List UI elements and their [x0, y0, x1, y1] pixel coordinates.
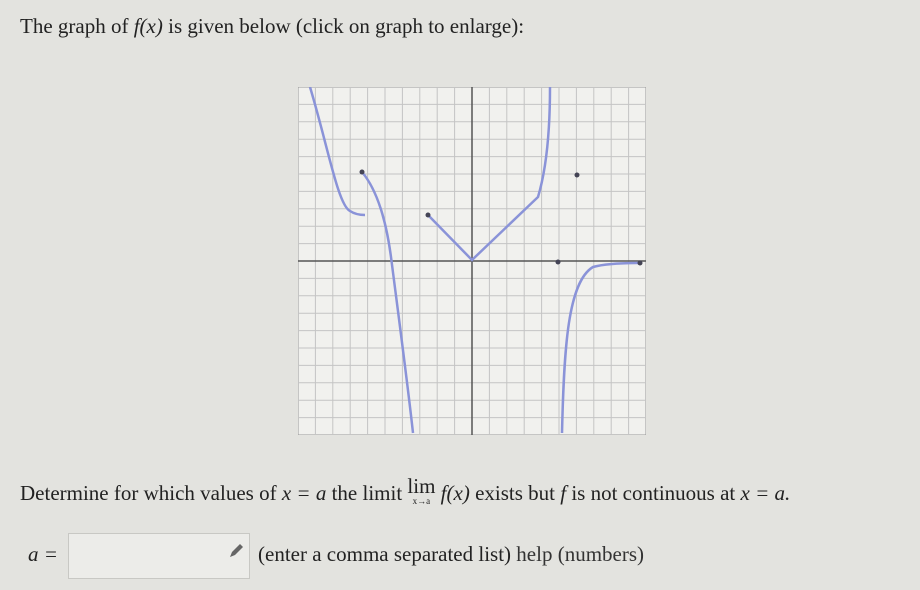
math: x = a [281, 481, 327, 505]
text: The graph of [20, 14, 129, 38]
math: x = a. [740, 481, 791, 505]
answer-help: (enter a comma separated list) help (num… [258, 542, 644, 567]
curve [361, 171, 415, 434]
question: Determine for which values of x = a the … [20, 476, 790, 506]
point [637, 260, 643, 266]
answer-input[interactable] [68, 533, 250, 579]
help-link[interactable]: help (numbers) [516, 542, 645, 566]
answer-label: a = [28, 542, 58, 567]
text: exists but [475, 481, 555, 505]
lim: lim [407, 474, 436, 498]
math: a = [28, 542, 58, 566]
hint: (enter a comma separated list) [258, 542, 512, 566]
pencil-icon[interactable] [228, 542, 246, 560]
text: is not continuous at [571, 481, 736, 505]
math: f(x) [440, 481, 470, 505]
text: Determine for which values of [20, 481, 277, 505]
text: the limit [331, 481, 403, 505]
limit: lim x→a [407, 476, 435, 506]
graph[interactable] [298, 87, 646, 435]
math: f [560, 481, 567, 505]
text: is given below (click on graph to enlarg… [168, 14, 525, 38]
point [359, 169, 365, 175]
curve [427, 87, 552, 262]
curve [308, 87, 366, 217]
point [425, 212, 431, 218]
point [574, 172, 580, 178]
curves [308, 87, 641, 434]
lim-sub: x→a [412, 496, 431, 506]
curve [560, 261, 641, 434]
points [359, 169, 643, 266]
point [555, 259, 561, 265]
math: f(x) [133, 14, 163, 38]
prompt: The graph of f(x) is given below (click … [20, 14, 524, 39]
